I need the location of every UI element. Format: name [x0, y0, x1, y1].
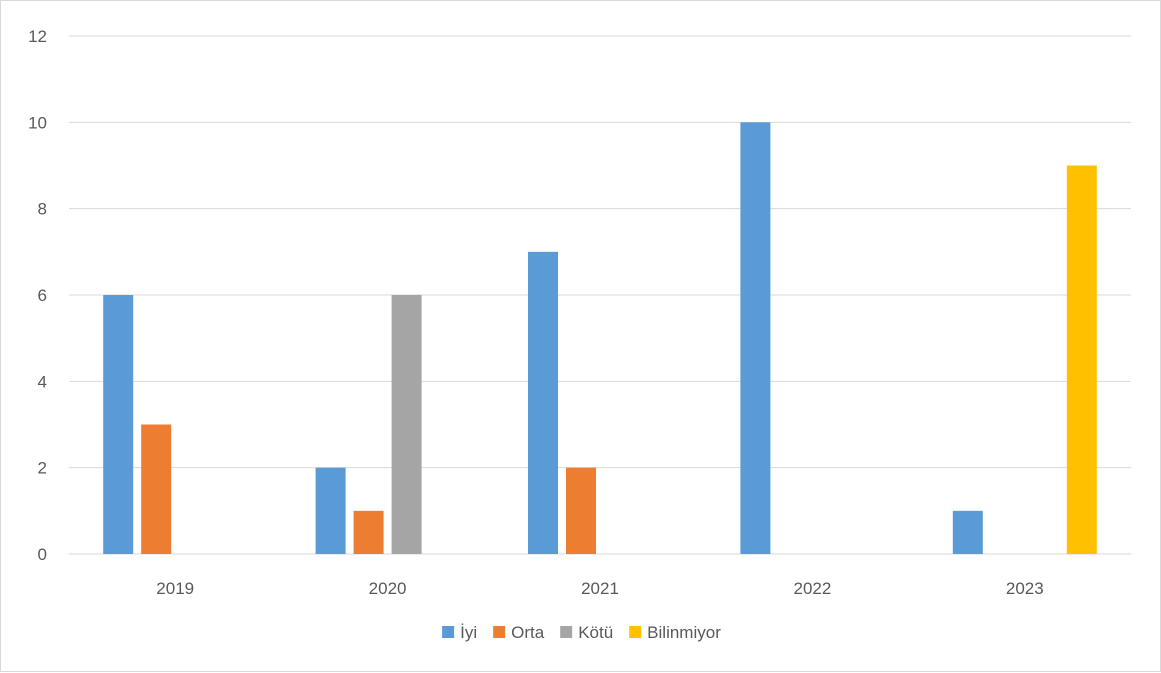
y-tick-label: 8 — [38, 200, 47, 219]
bar — [141, 424, 172, 554]
bar — [103, 295, 134, 554]
legend-swatch — [629, 626, 642, 638]
bar — [315, 467, 346, 554]
legend-swatch — [560, 626, 573, 638]
x-tick-label: 2019 — [156, 579, 194, 598]
y-tick-label: 10 — [28, 113, 47, 132]
y-tick-label: 12 — [28, 27, 47, 46]
bar — [566, 467, 596, 554]
x-tick-label: 2020 — [369, 579, 407, 598]
gridlines — [69, 35, 1131, 555]
bars — [103, 122, 1097, 555]
bar — [391, 295, 422, 554]
legend-label: Orta — [511, 623, 545, 642]
bar — [740, 122, 771, 554]
x-tick-label: 2022 — [793, 579, 831, 598]
y-tick-label: 0 — [38, 545, 47, 564]
x-tick-label: 2023 — [1006, 579, 1044, 598]
bar — [353, 510, 384, 554]
x-axis-tick-labels: 2019 2020 2021 2022 2023 — [156, 579, 1043, 598]
legend-label: Kötü — [578, 623, 613, 642]
legend-label: Bilinmiyor — [647, 623, 721, 642]
legend-swatch — [493, 626, 506, 638]
bar — [952, 510, 983, 554]
bar — [1066, 165, 1097, 554]
x-tick-label: 2021 — [581, 579, 619, 598]
bar — [528, 251, 558, 555]
y-tick-label: 6 — [38, 286, 47, 305]
legend-label: İyi — [460, 623, 477, 642]
legend-swatch — [442, 626, 455, 638]
y-axis-tick-labels: 0 2 4 6 8 10 12 — [28, 27, 47, 564]
legend: İyi Orta Kötü Bilinmiyor — [442, 623, 721, 642]
y-tick-label: 4 — [38, 372, 47, 391]
y-tick-label: 2 — [38, 459, 47, 478]
